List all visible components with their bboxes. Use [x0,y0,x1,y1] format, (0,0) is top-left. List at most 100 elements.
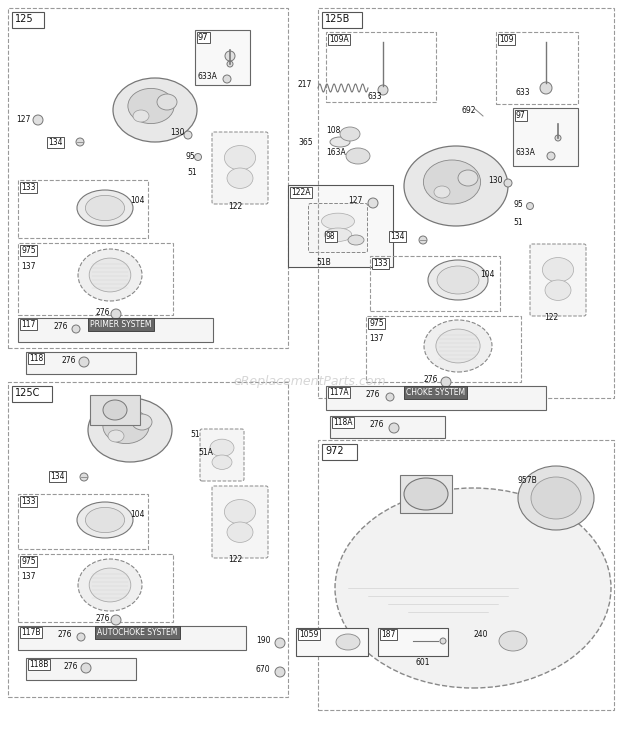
Text: 104: 104 [130,196,144,205]
Ellipse shape [113,78,197,142]
Circle shape [223,75,231,83]
Text: 133: 133 [373,259,388,268]
Text: 276: 276 [423,375,438,384]
Text: 104: 104 [480,270,495,279]
Bar [378,628,448,656]
Text: 97: 97 [516,111,526,120]
Ellipse shape [227,522,253,542]
Text: 217: 217 [298,80,312,89]
Ellipse shape [336,634,360,650]
Text: 122: 122 [228,555,242,564]
Circle shape [555,135,561,141]
Ellipse shape [88,398,172,462]
Text: 127: 127 [348,196,362,205]
Text: 276: 276 [58,630,73,639]
Bar [26,352,136,374]
Bar [90,395,140,425]
Text: 108: 108 [326,126,340,135]
Text: 51: 51 [190,430,200,439]
Text: 187: 187 [381,630,396,639]
Text: 133: 133 [21,183,35,192]
Text: 133: 133 [21,497,35,506]
Circle shape [440,638,446,644]
Text: 51: 51 [187,168,197,177]
Circle shape [378,85,388,95]
Ellipse shape [542,257,574,282]
Ellipse shape [322,213,355,229]
Text: 109A: 109A [329,35,348,44]
Bar [330,416,445,438]
Bar [18,554,173,622]
Ellipse shape [335,488,611,688]
Ellipse shape [224,499,255,524]
Circle shape [227,61,233,67]
Ellipse shape [437,266,479,294]
Text: 670: 670 [256,665,270,674]
Text: CHOKE SYSTEM: CHOKE SYSTEM [406,388,465,397]
Text: 130: 130 [170,128,185,137]
Text: 957B: 957B [518,476,538,485]
FancyBboxPatch shape [212,486,268,558]
Ellipse shape [227,168,253,188]
Text: 125B: 125B [325,14,350,24]
Circle shape [275,638,285,648]
Circle shape [504,179,512,187]
Text: 117B: 117B [21,628,40,637]
Circle shape [77,633,85,641]
Text: 51B: 51B [316,258,330,267]
Bar [322,12,362,28]
Ellipse shape [133,110,149,122]
Ellipse shape [404,146,508,226]
Text: 51: 51 [513,218,523,227]
Bar [496,32,578,104]
Text: 692: 692 [461,106,476,115]
Circle shape [368,198,378,208]
Text: 118A: 118A [333,418,353,427]
Bar [318,440,614,710]
Text: 276: 276 [53,322,68,331]
Ellipse shape [424,320,492,372]
Text: 137: 137 [21,572,35,581]
Ellipse shape [348,235,364,245]
Bar [296,628,368,656]
Text: 633: 633 [516,88,531,97]
Bar [18,318,213,342]
Ellipse shape [434,186,450,198]
Ellipse shape [78,559,142,611]
Circle shape [225,51,235,61]
Text: 118: 118 [29,354,43,363]
Text: 104: 104 [130,510,144,519]
Circle shape [79,357,89,367]
Circle shape [547,152,555,160]
Text: PRIMER SYSTEM: PRIMER SYSTEM [90,320,151,329]
Bar [18,494,148,549]
Ellipse shape [330,137,350,147]
Text: 122A: 122A [291,188,311,197]
Text: 276: 276 [61,356,76,365]
Ellipse shape [103,408,149,443]
Bar [370,256,500,311]
Circle shape [33,115,43,125]
Ellipse shape [428,260,488,300]
Ellipse shape [103,400,127,420]
Ellipse shape [324,228,352,242]
Text: 365: 365 [298,138,312,147]
Bar [8,8,288,348]
Bar [195,30,250,85]
Ellipse shape [404,478,448,510]
Ellipse shape [531,477,581,519]
Text: 109: 109 [499,35,513,44]
Ellipse shape [340,127,360,141]
Text: 97: 97 [198,33,208,42]
Text: 127: 127 [16,115,30,124]
Text: 975: 975 [21,246,35,255]
Text: 95: 95 [185,152,195,161]
Ellipse shape [77,502,133,538]
Circle shape [76,138,84,146]
Bar [18,626,246,650]
Circle shape [72,325,80,333]
Text: 276: 276 [95,614,110,623]
Text: 163A: 163A [326,148,346,157]
Bar [18,180,148,238]
Circle shape [81,663,91,673]
